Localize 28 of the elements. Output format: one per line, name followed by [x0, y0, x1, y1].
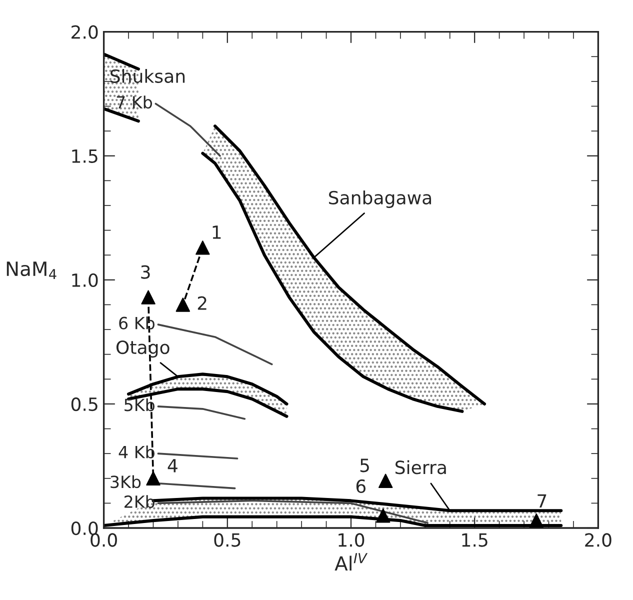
x-tick-label: 0.0	[90, 533, 117, 547]
annotation: 5	[360, 458, 369, 472]
y-axis-title: NaM$_{4}$	[6, 262, 56, 280]
series-label: Sierra	[396, 460, 446, 474]
y-tick-label: 0.5	[71, 397, 98, 412]
y-tick-label: 1.5	[72, 150, 98, 163]
annotation: 6	[356, 479, 366, 494]
x-tick-label: 1.0	[338, 533, 364, 547]
series-label: 6 Kb	[119, 316, 155, 330]
series-label: Otago	[116, 340, 170, 358]
series-label: 3Kb	[110, 475, 141, 488]
y-tick-label: 2.0	[72, 25, 98, 39]
series-label: 7 Kb	[116, 96, 152, 109]
annotation: 1	[212, 226, 221, 239]
x-tick-label: 1.5	[462, 533, 488, 547]
series-label: 2Kb	[124, 495, 155, 508]
annotation: 7	[538, 494, 546, 508]
x-axis-title: Al$^{IV}$	[334, 553, 368, 571]
y-tick-label: 0.0	[71, 521, 98, 536]
series-label: Shuksan	[110, 69, 185, 83]
y-tick-label: 1.0	[72, 273, 98, 288]
annotation: 2	[198, 296, 206, 310]
x-tick-label: 0.5	[214, 533, 240, 547]
x-tick-label: 2.0	[585, 533, 612, 547]
text: Sanbagawa	[329, 190, 432, 208]
annotation: 4	[168, 459, 178, 472]
series-label: 4 Kb	[118, 446, 155, 458]
annotation: 3	[141, 265, 150, 279]
